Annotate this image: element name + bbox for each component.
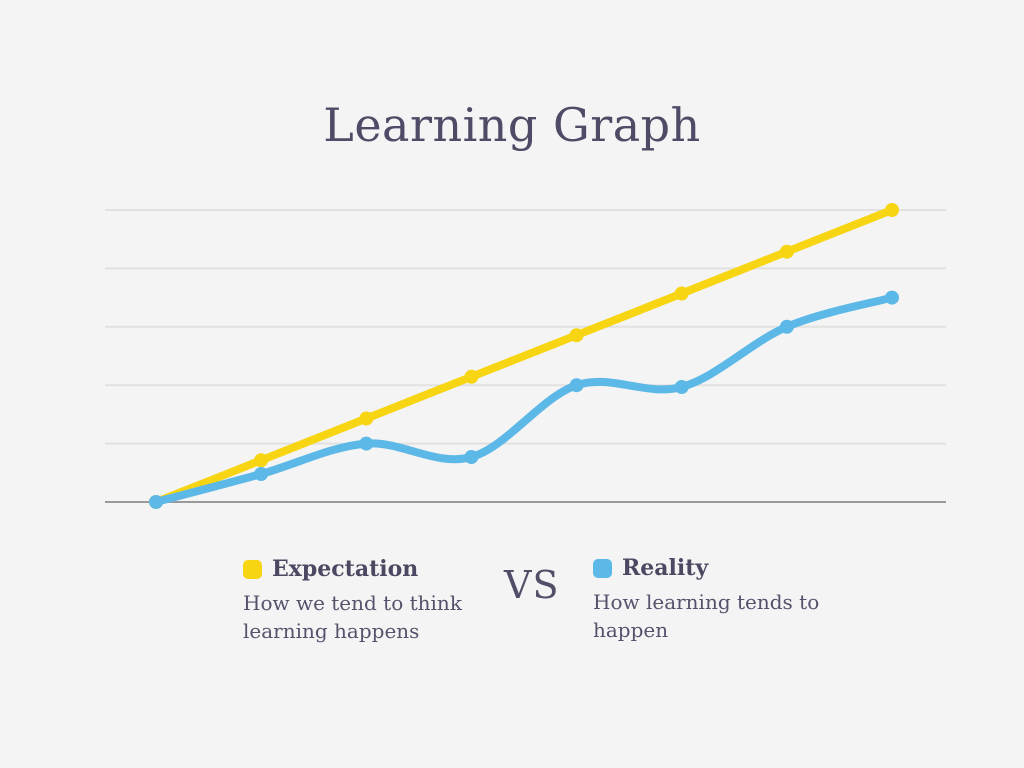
expectation-description: How we tend to think learning happens [243,591,462,643]
reality-point-7 [779,319,794,334]
expectation-point-6 [674,286,689,301]
page-title: Learning Graph [323,98,701,152]
legend-item-reality: Reality How learning tends to happen [593,555,823,644]
expectation-point-5 [569,328,584,343]
reality-description: How learning tends to happen [593,590,820,642]
reality-point-8 [885,290,899,305]
reality-point-3 [359,436,374,451]
reality-point-1 [149,495,163,509]
legend-header-reality: Reality [593,555,823,581]
reality-line [152,293,896,506]
expectation-point-4 [464,369,479,384]
reality-swatch [593,558,612,578]
legend-item-expectation: Expectation How we tend to think learnin… [243,556,473,645]
reality-point-6 [674,380,689,394]
expectation-line [152,206,896,506]
expectation-point-8 [885,203,899,217]
expectation-point-3 [359,411,374,426]
reality-label: Reality [622,555,709,581]
vs-label: VS [504,563,560,607]
expectation-point-2 [254,453,269,468]
reality-point-4 [464,450,479,464]
expectation-swatch [243,559,262,579]
expectation-label: Expectation [272,556,419,582]
reality-point-5 [569,378,584,393]
legend-header-expectation: Expectation [243,556,473,582]
expectation-point-7 [779,244,794,259]
reality-point-2 [254,467,269,481]
